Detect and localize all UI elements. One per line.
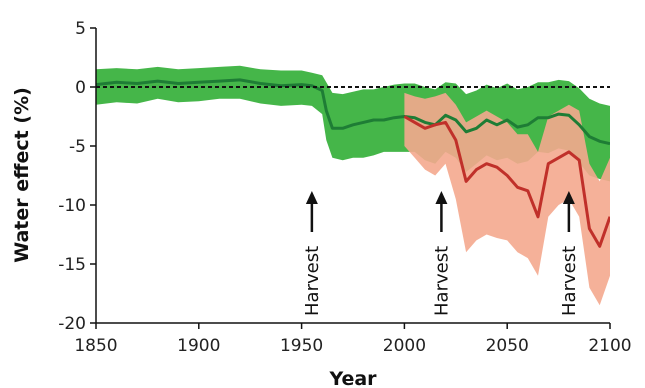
- x-tick-label: 1900: [177, 336, 220, 356]
- y-tick-label: -20: [58, 314, 86, 334]
- series-1-line: [96, 78, 610, 146]
- annotations: Harvest Harvest Harvest: [302, 191, 580, 316]
- x-tick-label: 2050: [486, 336, 529, 356]
- series-lines: [96, 78, 610, 248]
- x-tick-label: 2000: [383, 336, 426, 356]
- y-tick-label: -10: [58, 196, 86, 216]
- harvest-annotation-2: Harvest: [431, 191, 452, 316]
- harvest-arrow-head: [562, 191, 575, 204]
- harvest-arrow-head: [435, 191, 448, 204]
- uncertainty-bands: [96, 65, 610, 306]
- y-tick-label: -15: [58, 255, 86, 275]
- harvest-label: Harvest: [559, 246, 580, 316]
- x-tick-label: 2100: [588, 336, 631, 356]
- harvest-annotation-3: Harvest: [559, 191, 580, 316]
- x-tick-label: 1950: [280, 336, 323, 356]
- x-tick-label: 1850: [74, 336, 117, 356]
- harvest-arrow-head: [305, 191, 318, 204]
- y-tick-label: 0: [75, 78, 86, 98]
- harvest-annotation-1: Harvest: [302, 191, 323, 316]
- harvest-label: Harvest: [302, 246, 323, 316]
- y-tick-label: -5: [69, 137, 86, 157]
- harvest-label: Harvest: [431, 246, 452, 316]
- y-tick-label: 5: [75, 19, 86, 39]
- x-axis-title: Year: [328, 368, 377, 388]
- y-axis-title: Water effect (%): [11, 87, 33, 263]
